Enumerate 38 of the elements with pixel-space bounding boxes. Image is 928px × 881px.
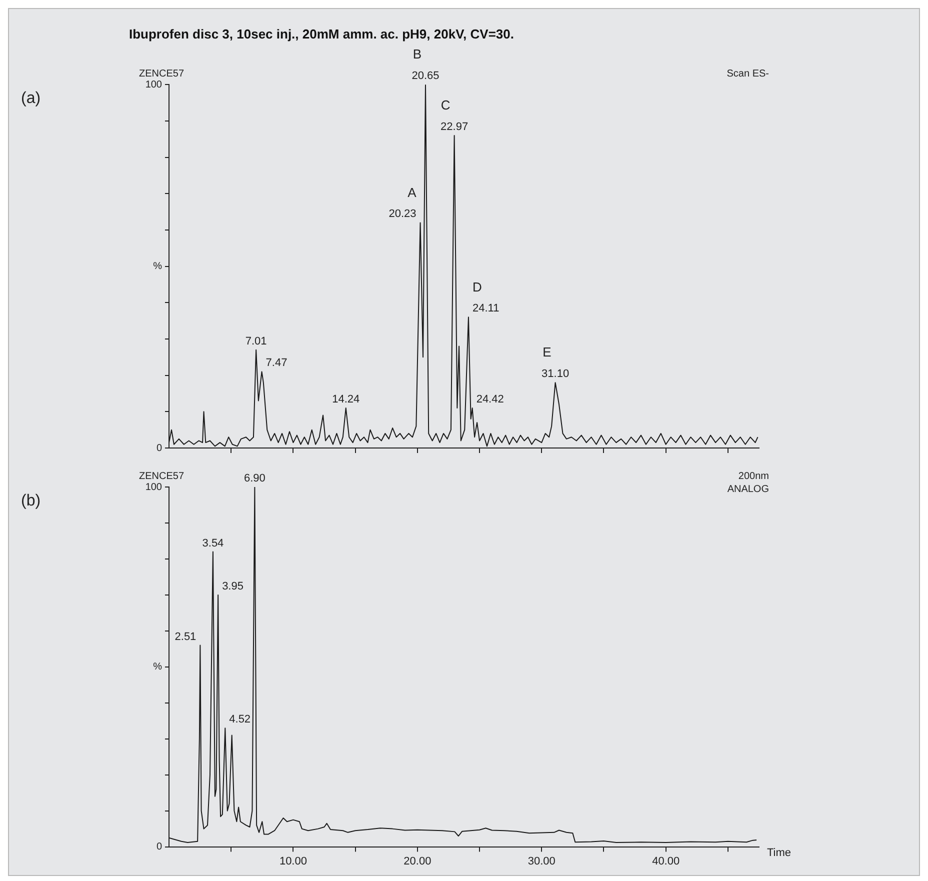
x-tick-label: 40.00 [652,855,680,868]
y-tick-label: 100 [145,482,162,493]
x-tick-label: 30.00 [528,855,556,868]
annotation: A [408,184,417,200]
annotation: 20.23 [388,208,416,220]
annotation: 31.10 [542,368,570,380]
annotation: C [440,98,450,113]
text: (b) [21,492,41,510]
text: ZENCE57 [139,470,184,482]
annotation: 14.24 [332,394,360,406]
annotation: 4.52 [229,714,251,726]
annotation: D [472,279,482,294]
annotation: 7.01 [245,335,267,348]
annotation: 2.51 [174,630,196,643]
x-tick-label: 10.00 [279,855,307,868]
y-tick-label: 100 [145,79,162,90]
annotation: 7.47 [266,357,288,370]
annotation: 24.11 [472,302,500,315]
annotation: 3.95 [222,580,244,592]
text: (a) [21,90,41,108]
annotation: B [412,46,422,62]
annotation: 6.90 [244,472,266,485]
x-tick-label: 20.00 [404,855,432,868]
y-tick-label: % [153,261,162,272]
y-tick-label: 0 [156,442,162,454]
annotation: 22.97 [440,121,468,134]
y-tick-label: % [153,662,162,673]
annotation: ANALOG [727,484,770,495]
annotation: 3.54 [202,537,224,550]
annotation: E [542,344,552,360]
text: 200nm [738,470,769,482]
y-tick-label: 0 [156,842,162,853]
x-axis-title: Time [767,846,792,859]
annotation: 20.65 [412,70,440,82]
text: ZENCE57 [139,68,184,80]
chart-title: Ibuprofen disc 3, 10sec inj., 20mM amm. ac. pH9, 20kV, CV=30. [129,26,514,42]
text: Scan ES- [726,68,769,80]
annotation: 24.42 [476,394,504,406]
